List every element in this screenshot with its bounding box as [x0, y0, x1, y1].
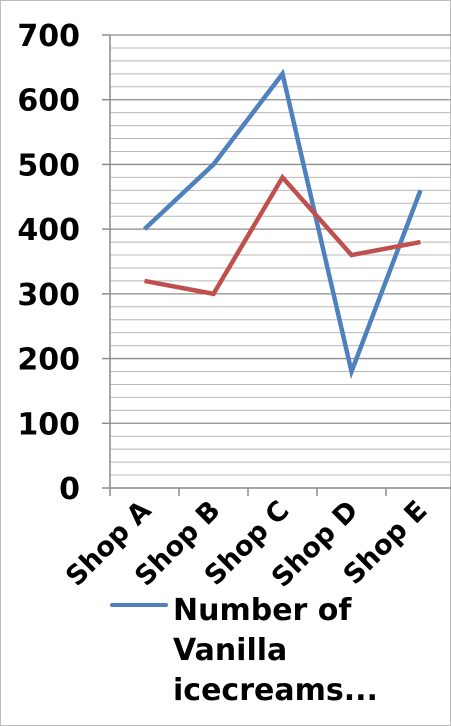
y-tick-label: 200	[17, 343, 80, 378]
y-tick-label: 300	[17, 278, 80, 313]
series-line-2	[144, 173, 421, 297]
gridlines	[110, 34, 451, 476]
y-tick-label: 100	[17, 407, 80, 442]
y-axis-tick-labels: 0 100 200 300 400 500 600 700	[17, 19, 80, 507]
legend: Number of Vanilla icecreams...	[110, 593, 378, 708]
y-tick-label: 600	[17, 84, 80, 119]
legend-label-vanilla: Number of Vanilla icecreams...	[173, 593, 378, 708]
series-lines	[142, 68, 423, 380]
y-tick-label: 700	[17, 19, 80, 54]
axes	[102, 34, 451, 496]
y-tick-label: 500	[17, 148, 80, 183]
y-tick-label: 0	[59, 472, 80, 507]
y-tick-label: 400	[17, 213, 80, 248]
series-line-1	[142, 68, 423, 380]
